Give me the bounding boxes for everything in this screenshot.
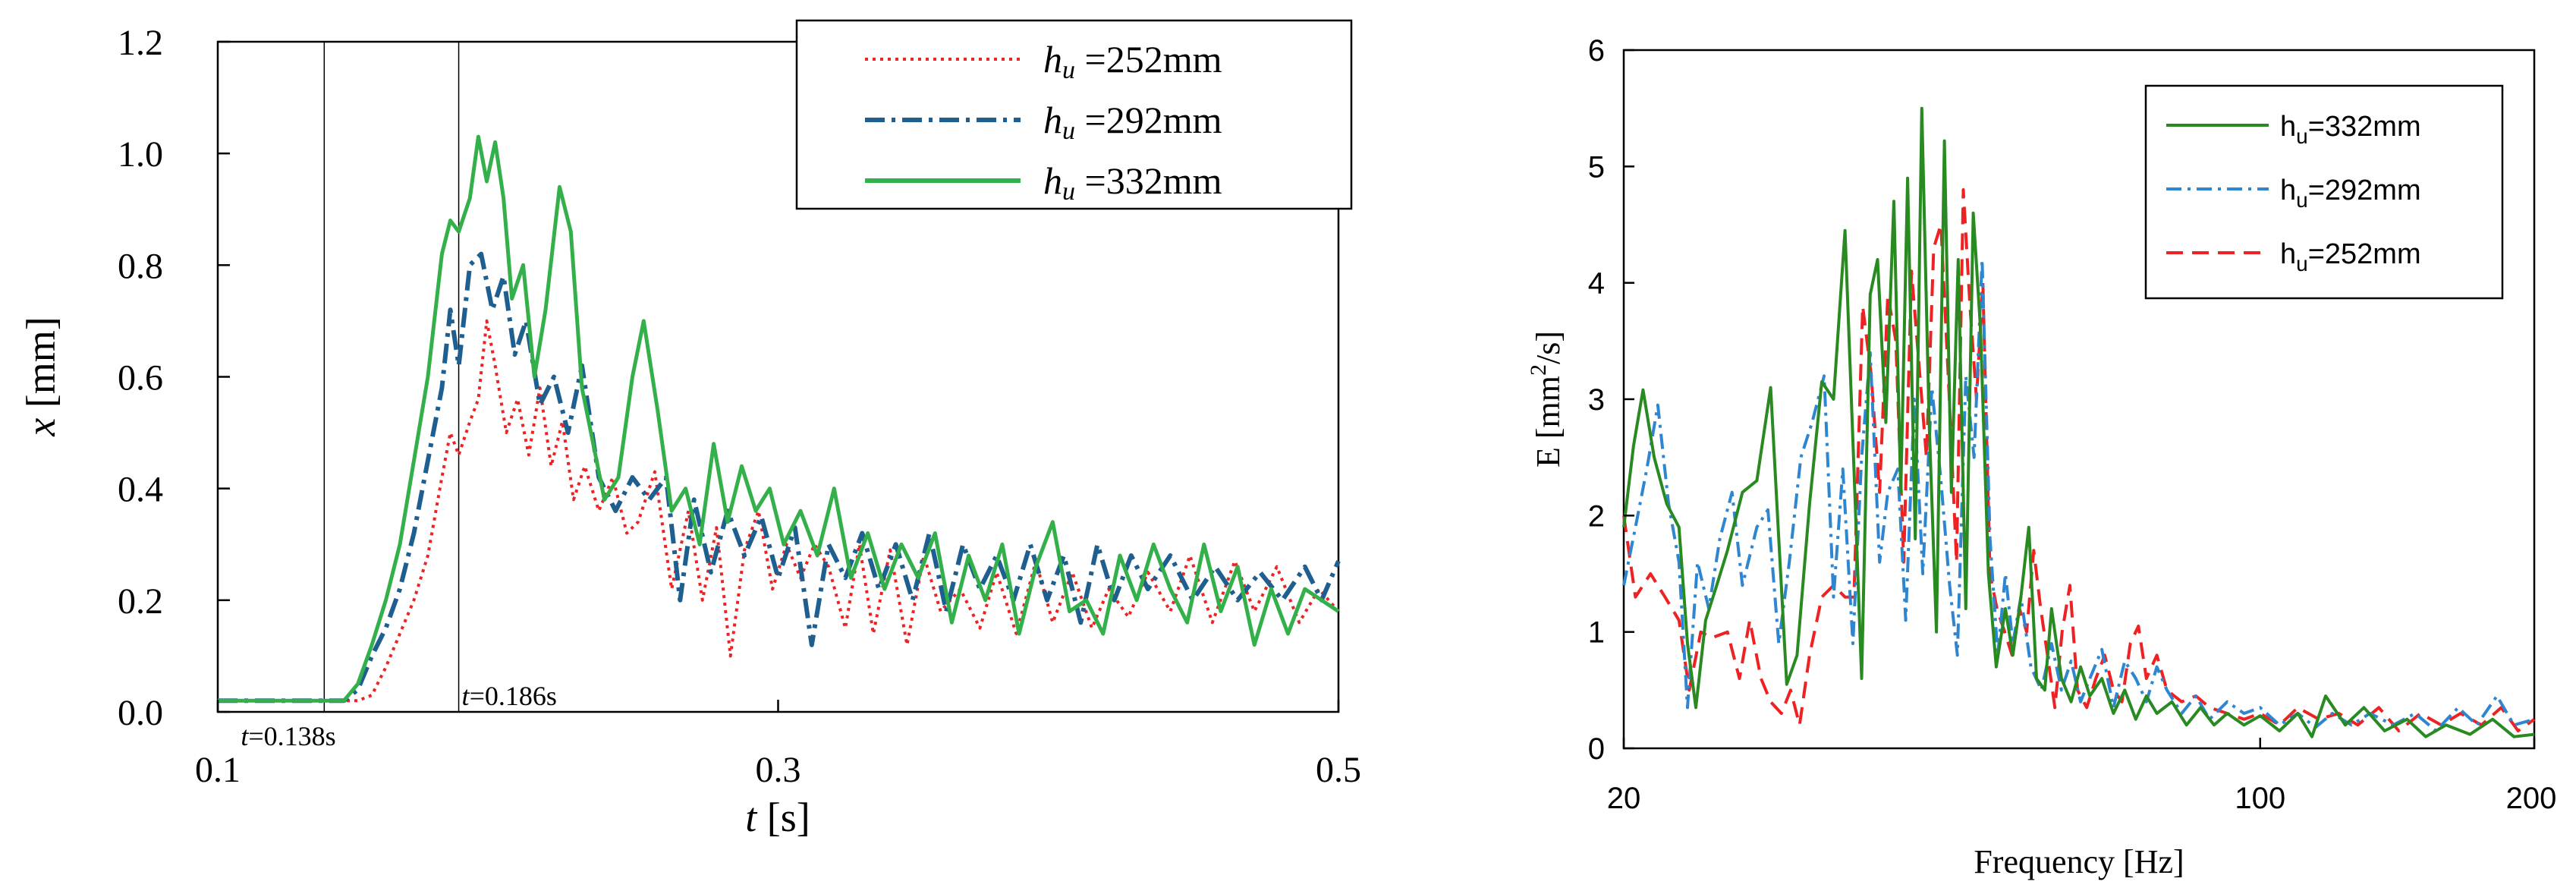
- left-series-group: [218, 134, 1341, 704]
- time-marker-label: t=0.138s: [241, 721, 335, 751]
- right-legend-box: [2144, 84, 2504, 300]
- left-y-tick-label: 0.8: [118, 246, 163, 286]
- left-axis-ticks: 0.0 0.2 0.4 0.6 0.8 1.0 1.2 0.1 0.3 0.5: [118, 23, 1361, 790]
- right-axis-ticks: 0 1 2 3 4 5 6 20 100 200: [1588, 34, 2557, 815]
- right-y-tick-label: 6: [1588, 34, 1605, 68]
- right-series-line: [1622, 106, 2535, 738]
- right-x-axis-label: Frequency [Hz]: [1974, 843, 2184, 880]
- left-legend-label: hu =252mm: [1043, 38, 1222, 84]
- left-y-tick-label: 0.6: [118, 358, 163, 398]
- left-series-line: [218, 319, 1340, 703]
- right-y-axis-label: E [mm2/s]: [1526, 331, 1567, 468]
- left-legend: hu =252mm hu =292mm hu =332mm: [795, 19, 1353, 210]
- left-legend-box: [795, 19, 1353, 210]
- right-y-tick-label: 2: [1588, 499, 1605, 533]
- right-x-tick-label: 20: [1607, 782, 1641, 815]
- right-y-tick-label: 0: [1588, 732, 1605, 766]
- left-x-tick-label: 0.1: [195, 750, 241, 790]
- right-x-tick-label: 200: [2506, 782, 2557, 815]
- right-legend-label: hu=252mm: [2280, 238, 2421, 275]
- left-legend-label: hu =332mm: [1043, 159, 1222, 206]
- right-y-tick-label: 4: [1588, 267, 1605, 301]
- right-y-tick-label: 1: [1588, 616, 1605, 650]
- right-legend-label: hu=332mm: [2280, 111, 2421, 148]
- right-legend-label: hu=292mm: [2280, 175, 2421, 212]
- left-annotations: t=0.138s t=0.186s: [241, 681, 557, 751]
- left-y-axis-label: x [mm]: [18, 316, 64, 436]
- right-x-tick-label: 100: [2235, 782, 2285, 815]
- right-y-tick-label: 3: [1588, 383, 1605, 417]
- left-y-tick-label: 0.2: [118, 581, 163, 622]
- left-x-tick-label: 0.3: [756, 750, 801, 790]
- left-y-tick-label: 0.0: [118, 693, 163, 733]
- right-series-line: [1622, 258, 2535, 732]
- right-series-group: [1622, 106, 2536, 738]
- time-marker-label: t=0.186s: [462, 681, 557, 711]
- left-series-line: [218, 134, 1340, 703]
- displacement-chart: 0.00.20.40.60.81.01.20.1 0.3 0.5 t=0.138st…: [18, 19, 1361, 840]
- right-y-tick-label: 5: [1588, 150, 1605, 184]
- left-y-tick-label: 1.2: [118, 23, 163, 63]
- left-x-axis-label: t [s]: [745, 795, 810, 840]
- left-series-line: [218, 251, 1341, 704]
- left-y-tick-label: 0.4: [118, 470, 163, 510]
- energy-spectrum-chart: 0 1 2 3 4 5 6 20 100 200 E [mm2/s] Frequency [Hz]…: [1526, 34, 2556, 880]
- left-time-markers: [323, 42, 460, 712]
- left-y-tick-label: 1.0: [118, 134, 163, 175]
- left-legend-label: hu =292mm: [1043, 99, 1222, 145]
- left-x-tick-label: 0.5: [1316, 750, 1361, 790]
- right-legend: hu=332mm hu=292mm hu=252mm: [2144, 84, 2504, 300]
